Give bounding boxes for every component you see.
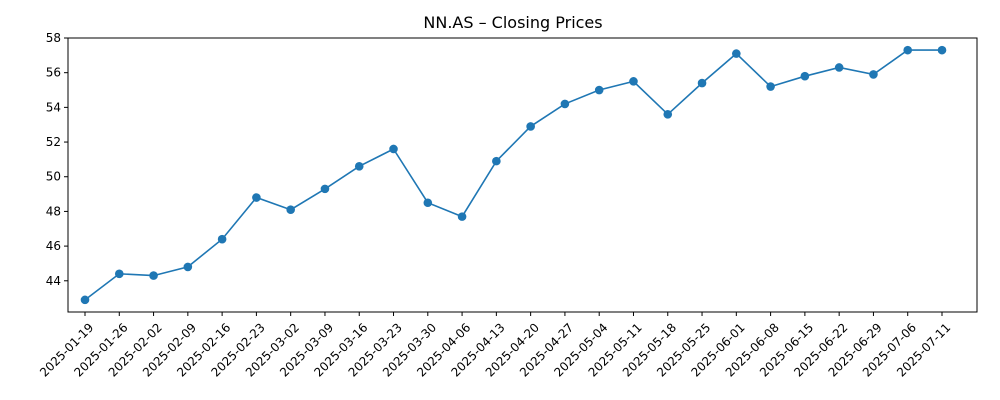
- data-point: [183, 262, 193, 272]
- y-tick-label: 44: [46, 274, 61, 288]
- series-line: [84, 49, 942, 301]
- data-point: [937, 45, 947, 55]
- series-layer: [80, 45, 947, 305]
- y-tick-label: 48: [46, 204, 61, 218]
- data-point: [320, 184, 330, 194]
- y-tick-label: 50: [46, 170, 61, 184]
- data-point: [903, 45, 913, 55]
- data-point: [114, 269, 124, 279]
- data-point: [80, 295, 90, 305]
- data-point: [217, 234, 227, 244]
- data-point: [732, 49, 741, 58]
- data-point: [594, 85, 604, 95]
- data-point: [869, 70, 878, 79]
- y-tick-label: 46: [46, 239, 61, 253]
- chart-title: NN.AS – Closing Prices: [423, 13, 602, 32]
- data-point: [766, 82, 775, 91]
- data-point: [697, 78, 707, 88]
- data-point: [800, 71, 810, 81]
- data-point: [629, 77, 638, 86]
- data-point: [149, 271, 158, 280]
- plot-frame: [67, 37, 978, 313]
- y-axis: 44 46 48 50 52 54 56 58: [46, 31, 68, 288]
- data-point: [457, 212, 467, 221]
- y-tick-label: 52: [46, 135, 61, 149]
- data-point: [526, 122, 535, 131]
- data-point: [834, 63, 844, 72]
- y-tick-label: 58: [46, 31, 61, 45]
- x-axis: 2025-01-192025-01-262025-02-022025-02-09…: [37, 312, 953, 380]
- data-point: [663, 110, 673, 119]
- y-tick-label: 56: [46, 66, 61, 80]
- data-point: [492, 156, 501, 166]
- data-point: [354, 162, 364, 171]
- data-point: [560, 99, 570, 109]
- data-point: [389, 144, 398, 154]
- y-tick-label: 54: [46, 100, 61, 114]
- data-point: [286, 205, 295, 214]
- data-point: [423, 198, 433, 208]
- data-point: [252, 193, 261, 202]
